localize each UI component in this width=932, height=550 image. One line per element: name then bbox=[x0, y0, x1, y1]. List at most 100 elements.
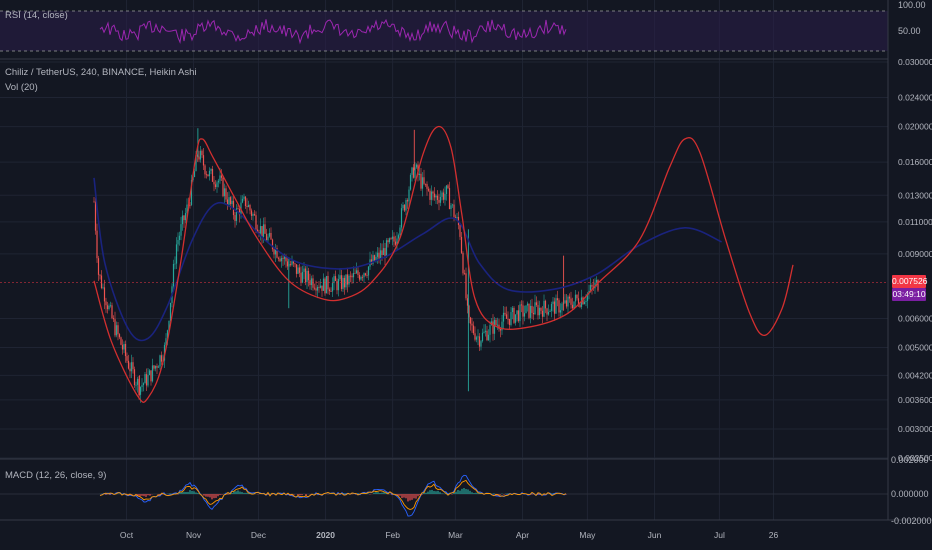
candle-body bbox=[145, 374, 148, 386]
time-tick-10: 26 bbox=[769, 530, 779, 540]
candle-body bbox=[529, 305, 532, 318]
macd-bar bbox=[463, 488, 465, 494]
last-price-badge: 0.007526 bbox=[892, 275, 928, 289]
macd-bar bbox=[205, 494, 207, 497]
macd-bar bbox=[227, 494, 229, 495]
candle-body bbox=[126, 356, 128, 361]
candle-body bbox=[259, 226, 262, 234]
price-tick-0: 0.030000 bbox=[898, 57, 932, 67]
macd-bar bbox=[267, 494, 269, 495]
candle-body bbox=[573, 301, 575, 309]
candle-body bbox=[235, 208, 238, 221]
candle-body bbox=[385, 240, 388, 258]
macd-bar bbox=[433, 491, 435, 494]
macd-bar bbox=[429, 490, 431, 494]
candle-body bbox=[469, 317, 472, 324]
candle-body bbox=[151, 365, 154, 382]
macd-bar bbox=[411, 494, 413, 500]
candle-body bbox=[394, 241, 397, 245]
countdown-badge: 03:49:10 bbox=[892, 288, 926, 302]
candle-body bbox=[280, 257, 283, 262]
candle-body bbox=[466, 298, 469, 306]
macd-bar bbox=[239, 491, 241, 494]
macd-bar bbox=[293, 494, 295, 495]
candle-body bbox=[570, 298, 572, 305]
candle-body bbox=[571, 304, 574, 309]
candle-body bbox=[360, 276, 362, 280]
price-tick-12: 0.002500 bbox=[898, 453, 932, 463]
macd-bar bbox=[213, 494, 215, 499]
candle-body bbox=[420, 173, 422, 189]
candle-body bbox=[358, 274, 361, 280]
candle-body bbox=[135, 384, 137, 386]
price-panel[interactable] bbox=[0, 125, 888, 403]
macd-bar bbox=[185, 491, 187, 494]
candle-body bbox=[400, 208, 403, 228]
candle-body bbox=[550, 303, 553, 311]
macd-bar bbox=[299, 494, 301, 496]
price-axis[interactable]: 0.030000 0.024000 0.020000 0.016000 0.013000… bbox=[898, 57, 932, 463]
candle-body bbox=[361, 276, 364, 278]
macd-bar bbox=[441, 493, 443, 494]
blue-moving-curve[interactable] bbox=[93, 177, 722, 342]
candle-body bbox=[352, 272, 355, 278]
candle-body bbox=[253, 214, 256, 216]
candle-body bbox=[538, 307, 541, 316]
macd-bar bbox=[407, 494, 409, 502]
candle-body bbox=[474, 333, 476, 340]
macd-bar bbox=[243, 492, 245, 494]
candle-body bbox=[547, 311, 550, 315]
macd-panel[interactable] bbox=[99, 474, 567, 517]
candle-body bbox=[144, 374, 146, 384]
price-tick-10: 0.003600 bbox=[898, 395, 932, 405]
candle-body bbox=[345, 274, 347, 288]
candle-body bbox=[166, 330, 169, 339]
candle-body bbox=[535, 302, 538, 306]
candle-body bbox=[520, 304, 523, 306]
candle-body bbox=[195, 155, 197, 172]
macd-bar bbox=[343, 493, 345, 494]
candle-body bbox=[306, 270, 308, 283]
candle-body bbox=[100, 275, 103, 289]
candle-body bbox=[537, 305, 539, 316]
macd-bar bbox=[459, 490, 461, 494]
candle-body bbox=[478, 336, 481, 347]
candle-body bbox=[381, 250, 383, 256]
candle-body bbox=[178, 235, 181, 241]
time-axis[interactable]: Oct Nov Dec 2020 Feb Mar Apr May Jun Jul 26 bbox=[120, 530, 779, 540]
macd-bar bbox=[193, 491, 195, 494]
candle-body bbox=[523, 313, 526, 317]
candle-body bbox=[118, 334, 121, 338]
candle-body bbox=[384, 248, 386, 258]
candle-body bbox=[354, 272, 356, 274]
price-tick-8: 0.005000 bbox=[898, 343, 932, 353]
rsi-tick-50: 50.00 bbox=[898, 26, 921, 36]
candle-body bbox=[565, 300, 568, 307]
candle-body bbox=[397, 235, 400, 239]
candle-body bbox=[241, 198, 244, 203]
macd-bar bbox=[381, 492, 383, 494]
candle-body bbox=[321, 285, 323, 291]
rsi-panel[interactable] bbox=[0, 10, 888, 52]
red-drawn-curve[interactable] bbox=[93, 125, 794, 403]
candle-body bbox=[94, 201, 97, 231]
candle-body bbox=[231, 200, 233, 205]
macd-bar bbox=[385, 493, 387, 494]
candle-body bbox=[129, 368, 131, 372]
candle-body bbox=[399, 227, 401, 236]
candle-body bbox=[153, 365, 155, 369]
candle-body bbox=[375, 256, 377, 262]
price-tick-1: 0.024000 bbox=[898, 93, 932, 103]
macd-bar bbox=[129, 494, 131, 496]
candle-body bbox=[165, 338, 167, 346]
candle-body bbox=[370, 259, 373, 264]
candle-body bbox=[258, 232, 260, 234]
candle-body bbox=[103, 287, 106, 302]
candle-body bbox=[388, 238, 391, 243]
chart-title: Chiliz / TetherUS, 240, BINANCE, Heikin … bbox=[5, 67, 197, 78]
candle-body bbox=[328, 289, 331, 292]
candle-body bbox=[351, 275, 353, 278]
candle-body bbox=[168, 320, 170, 331]
candle-body bbox=[132, 362, 134, 370]
